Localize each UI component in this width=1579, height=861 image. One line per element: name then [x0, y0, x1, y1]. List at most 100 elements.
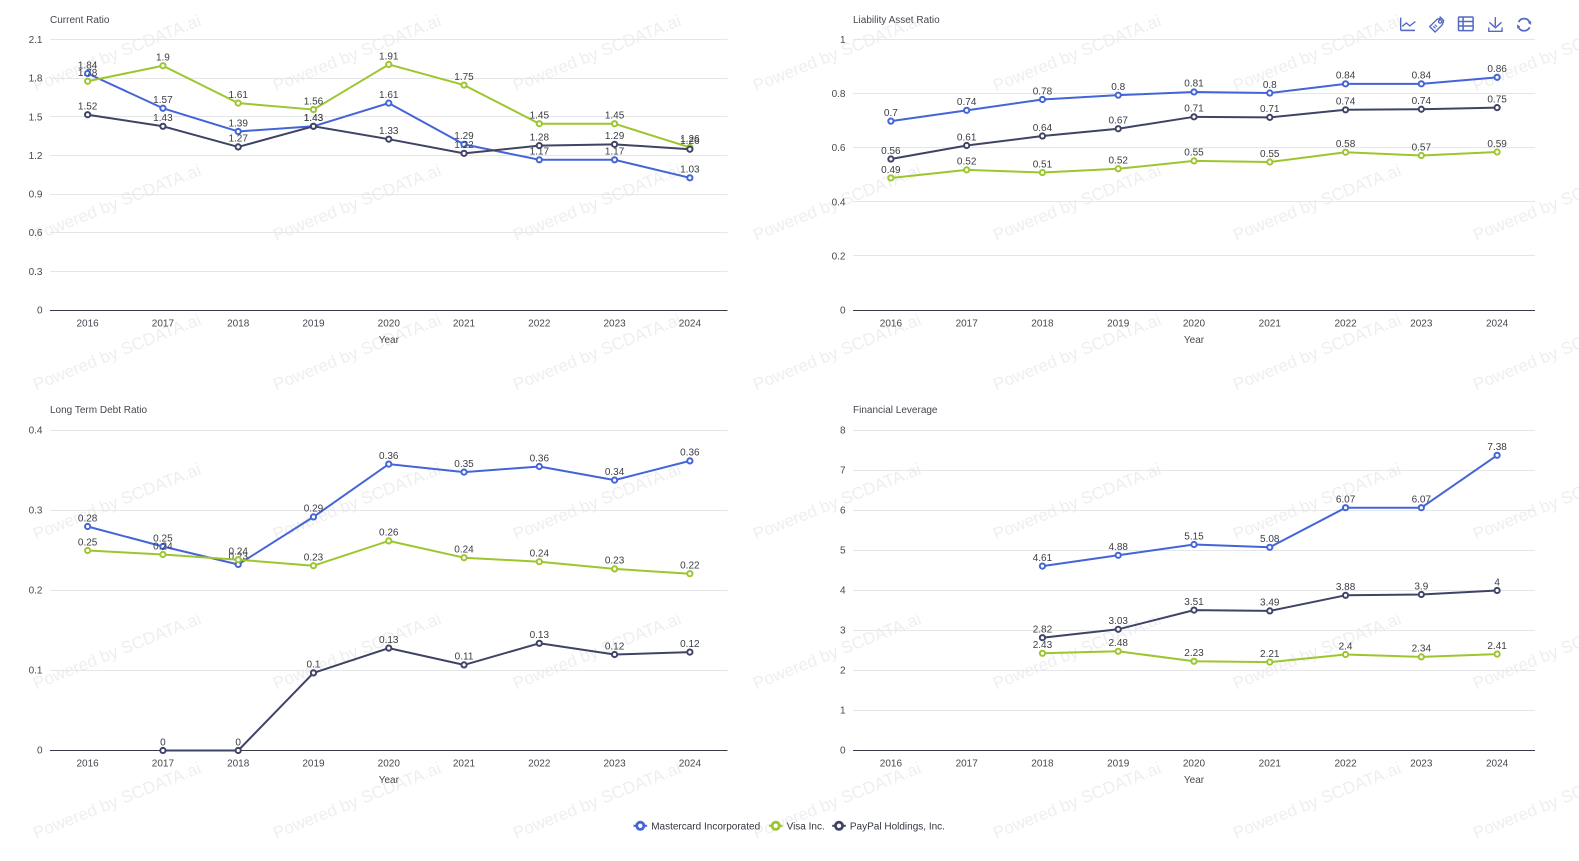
svg-text:0.23: 0.23: [605, 556, 625, 567]
svg-text:0.24: 0.24: [153, 541, 173, 552]
svg-text:0.1: 0.1: [29, 666, 43, 677]
svg-text:6: 6: [840, 506, 846, 517]
svg-text:0.3: 0.3: [29, 506, 43, 517]
svg-text:0.2: 0.2: [832, 251, 846, 262]
svg-text:6.07: 6.07: [1412, 495, 1432, 506]
svg-text:4.61: 4.61: [1033, 553, 1053, 564]
svg-text:1.03: 1.03: [680, 165, 700, 176]
svg-text:2.34: 2.34: [1412, 644, 1432, 655]
svg-text:2017: 2017: [956, 319, 979, 330]
svg-text:7: 7: [840, 466, 846, 477]
svg-text:2021: 2021: [1259, 319, 1282, 330]
svg-text:0.23: 0.23: [304, 553, 324, 564]
svg-text:2024: 2024: [679, 319, 702, 330]
svg-text:Year: Year: [379, 335, 400, 346]
svg-text:2020: 2020: [1183, 319, 1206, 330]
svg-text:0.74: 0.74: [957, 97, 977, 108]
svg-text:0: 0: [840, 306, 846, 317]
svg-text:0.49: 0.49: [881, 165, 901, 176]
svg-text:2022: 2022: [528, 759, 551, 770]
svg-text:0.29: 0.29: [304, 504, 324, 515]
svg-text:3: 3: [840, 626, 846, 637]
svg-text:0.71: 0.71: [1184, 104, 1204, 115]
svg-text:2019: 2019: [1107, 319, 1130, 330]
svg-text:0.24: 0.24: [530, 549, 550, 560]
svg-text:1.29: 1.29: [454, 131, 474, 142]
svg-text:2021: 2021: [453, 319, 476, 330]
svg-text:2019: 2019: [1107, 759, 1130, 770]
svg-text:0.25: 0.25: [78, 537, 98, 548]
svg-text:Current Ratio: Current Ratio: [50, 15, 110, 26]
svg-text:Year: Year: [1184, 335, 1205, 346]
svg-text:0: 0: [235, 737, 241, 748]
svg-text:0.4: 0.4: [29, 426, 43, 437]
svg-text:2019: 2019: [302, 319, 325, 330]
svg-text:0.36: 0.36: [530, 453, 550, 464]
svg-text:5.15: 5.15: [1184, 531, 1204, 542]
svg-text:0.24: 0.24: [454, 545, 474, 556]
svg-text:2021: 2021: [453, 759, 476, 770]
svg-text:1.45: 1.45: [605, 111, 625, 122]
svg-text:0.61: 0.61: [957, 132, 977, 143]
svg-text:2020: 2020: [1183, 759, 1206, 770]
svg-text:0: 0: [160, 737, 166, 748]
svg-text:0.3: 0.3: [29, 267, 43, 278]
svg-text:1.45: 1.45: [530, 111, 550, 122]
svg-text:2.43: 2.43: [1033, 640, 1053, 651]
svg-text:0.9: 0.9: [29, 190, 43, 201]
svg-text:Financial Leverage: Financial Leverage: [853, 405, 938, 416]
svg-text:1.43: 1.43: [153, 113, 173, 124]
svg-text:0.56: 0.56: [881, 146, 901, 157]
svg-text:1.17: 1.17: [530, 147, 550, 158]
svg-text:2: 2: [840, 666, 846, 677]
svg-text:1.5: 1.5: [29, 112, 43, 123]
svg-text:1.57: 1.57: [153, 95, 173, 106]
svg-text:0.84: 0.84: [1412, 71, 1432, 82]
svg-text:1: 1: [840, 35, 846, 46]
svg-text:0.52: 0.52: [957, 157, 977, 168]
svg-text:0.13: 0.13: [530, 630, 550, 641]
svg-text:1.43: 1.43: [304, 113, 324, 124]
svg-text:1: 1: [840, 706, 846, 717]
svg-text:0.28: 0.28: [78, 513, 98, 524]
svg-text:1.26: 1.26: [680, 134, 700, 145]
svg-text:4: 4: [840, 586, 846, 597]
svg-text:1.22: 1.22: [454, 140, 474, 151]
svg-text:2017: 2017: [956, 759, 979, 770]
svg-text:2022: 2022: [1334, 319, 1357, 330]
svg-text:Long Term Debt Ratio: Long Term Debt Ratio: [50, 405, 148, 416]
svg-text:3.51: 3.51: [1184, 597, 1204, 608]
svg-text:3.9: 3.9: [1414, 581, 1428, 592]
svg-text:2016: 2016: [880, 759, 903, 770]
svg-text:0.59: 0.59: [1487, 139, 1507, 150]
svg-text:1.56: 1.56: [304, 96, 324, 107]
svg-text:4: 4: [1494, 577, 1500, 588]
svg-text:1.75: 1.75: [454, 72, 474, 83]
svg-text:0.22: 0.22: [680, 561, 700, 572]
svg-text:0.6: 0.6: [832, 143, 846, 154]
svg-text:3.03: 3.03: [1108, 616, 1128, 627]
svg-text:2.23: 2.23: [1184, 648, 1204, 659]
svg-text:2017: 2017: [152, 759, 175, 770]
svg-text:1.39: 1.39: [228, 118, 248, 129]
svg-text:2.82: 2.82: [1033, 625, 1053, 636]
svg-text:2017: 2017: [152, 319, 175, 330]
svg-text:0.74: 0.74: [1412, 96, 1432, 107]
svg-text:1.43: 1.43: [304, 113, 324, 124]
svg-text:0.84: 0.84: [1336, 71, 1356, 82]
svg-text:2019: 2019: [302, 759, 325, 770]
svg-text:Mastercard Incorporated: Mastercard Incorporated: [651, 821, 760, 832]
svg-text:0.13: 0.13: [379, 635, 399, 646]
svg-text:0.55: 0.55: [1260, 149, 1280, 160]
svg-text:Visa Inc.: Visa Inc.: [787, 821, 825, 832]
svg-text:0.57: 0.57: [1412, 142, 1432, 153]
svg-text:0: 0: [37, 306, 43, 317]
svg-text:1.84: 1.84: [78, 60, 98, 71]
svg-text:Liability Asset Ratio: Liability Asset Ratio: [853, 15, 940, 26]
svg-text:2.21: 2.21: [1260, 649, 1280, 660]
svg-text:0.78: 0.78: [1033, 86, 1053, 97]
svg-text:0.8: 0.8: [1111, 82, 1125, 93]
svg-text:2023: 2023: [603, 319, 626, 330]
svg-text:2020: 2020: [378, 319, 401, 330]
svg-text:0.75: 0.75: [1487, 94, 1507, 105]
